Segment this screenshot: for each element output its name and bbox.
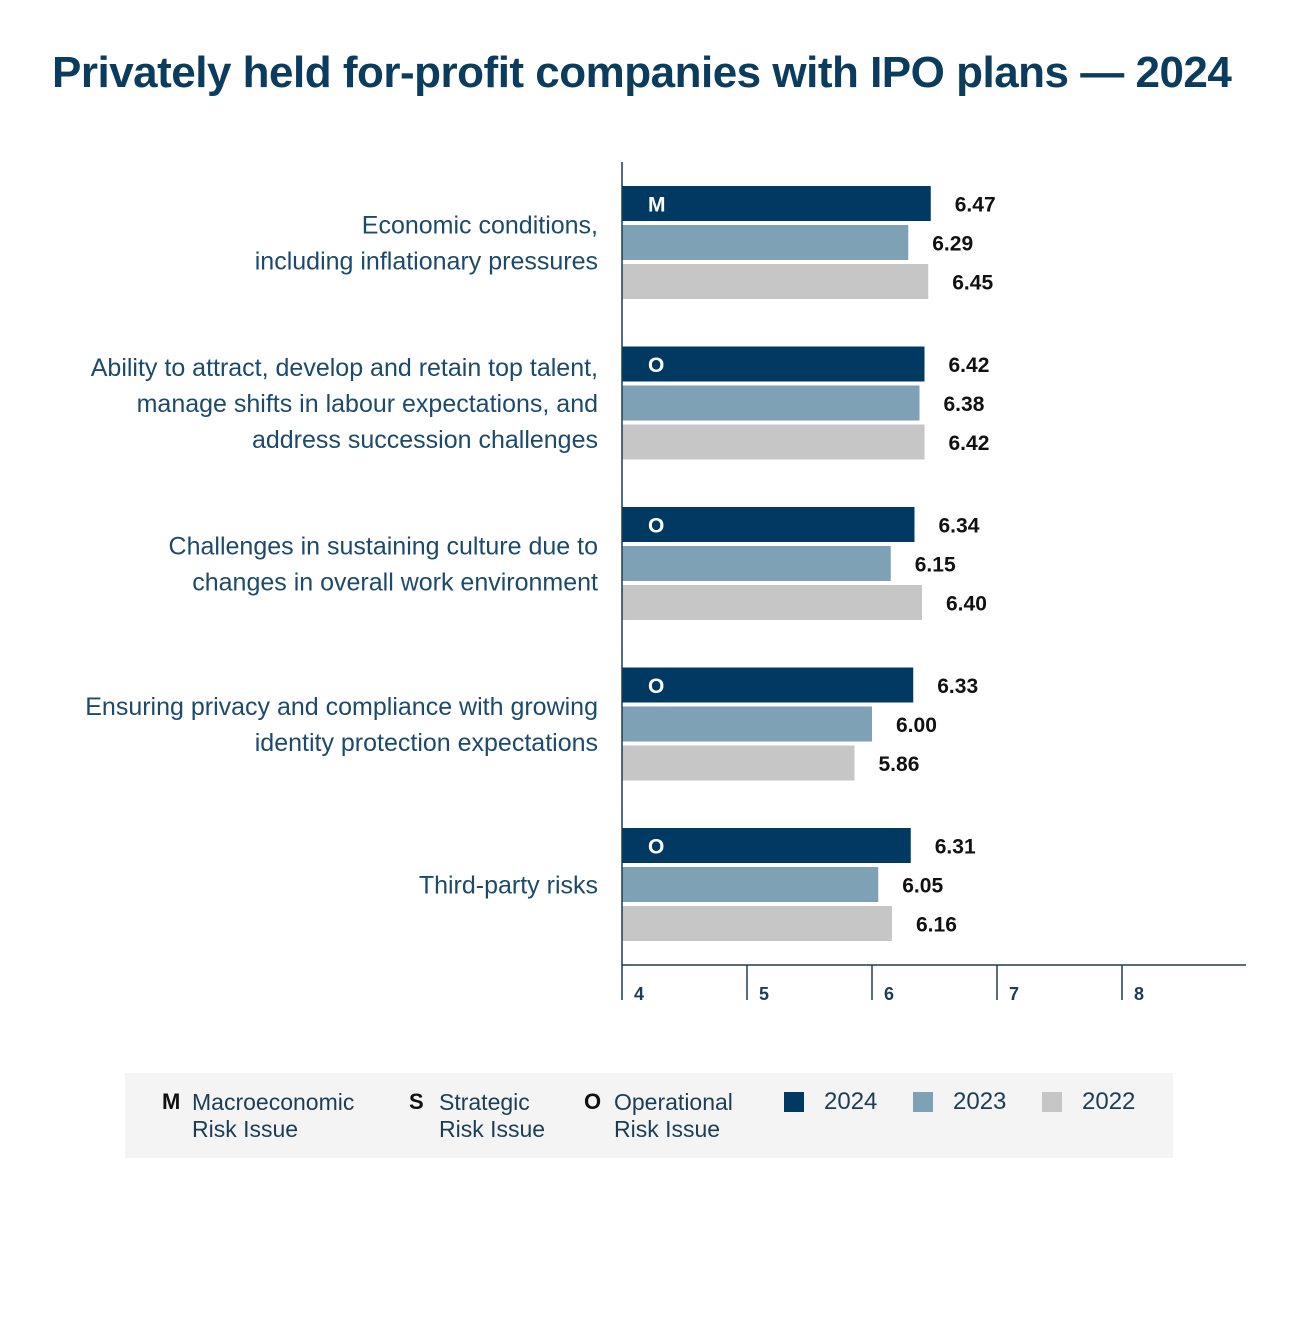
legend-item-operational: O Operational Risk Issue [584,1089,733,1143]
bar-value-label: 6.45 [952,272,993,295]
legend-item-macroeconomic: M Macroeconomic Risk Issue [162,1089,354,1143]
category-label: including inflationary pressures [255,248,598,276]
bar-value-label: 6.42 [949,432,990,455]
legend-label-line: Strategic [439,1089,530,1115]
legend-year-label: 2023 [953,1088,1007,1115]
legend-swatch-2022 [1042,1092,1062,1112]
legend-label-line: Macroeconomic [192,1089,355,1115]
bar-2024 [622,507,915,542]
legend-label-line: Risk Issue [614,1116,721,1142]
bar-2023 [622,867,879,902]
category-label: identity protection expectations [255,729,598,757]
category-label: Economic conditions, [362,212,598,240]
category-label: changes in overall work environment [192,569,598,597]
risk-code-label: O [648,675,664,698]
bar-2023 [622,385,920,421]
legend-item-2023: 2023 [913,1089,1006,1115]
legend-label-line: Operational [614,1089,733,1115]
category-label: manage shifts in labour expectations, an… [137,390,598,418]
legend-item-strategic: S Strategic Risk Issue [409,1089,545,1143]
category-label: Third-party risks [419,872,598,900]
bar-value-label: 5.86 [879,753,920,776]
legend-code-m: M [162,1089,181,1114]
legend-code-o: O [584,1089,602,1114]
chart-title: Privately held for-profit companies with… [52,48,1232,97]
bar-value-label: 6.42 [949,354,990,377]
legend-item-2022: 2022 [1042,1089,1135,1115]
bar-2024 [622,828,911,863]
risk-code-label: O [648,515,664,538]
legend-year-label: 2022 [1082,1088,1136,1115]
bar-value-label: 6.34 [939,515,980,538]
bar-value-label: 6.29 [932,233,973,256]
bar-chart: 6.47 6.29 6.45 M Economic conditions, includi… [85,162,1246,1004]
legend-swatch-2023 [913,1092,933,1112]
bar-2024 [622,186,931,221]
x-tick-label: 4 [634,984,644,1004]
bar-value-label: 6.05 [902,875,943,898]
x-tick-label: 5 [759,984,769,1004]
bar-2023 [622,706,872,742]
risk-code-label: M [648,194,666,217]
category-label: Challenges in sustaining culture due to [169,533,598,561]
category-label: Ensuring privacy and compliance with gro… [85,693,598,721]
x-tick-label: 6 [884,984,894,1004]
category-label: Ability to attract, develop and retain t… [91,354,598,382]
bar-value-label: 6.33 [937,675,978,698]
bar-2024 [622,667,914,703]
bar-2022 [622,585,922,620]
bar-2023 [622,225,909,260]
legend-label-line: Risk Issue [439,1116,546,1142]
bar-2023 [622,546,891,581]
risk-code-label: O [648,354,664,377]
legend-swatch-2024 [784,1092,804,1112]
bar-value-label: 6.15 [915,554,956,577]
legend-label-line: Risk Issue [192,1116,299,1142]
x-tick-label: 8 [1134,984,1144,1004]
bar-value-label: 6.47 [955,194,996,217]
category-label: address succession challenges [252,426,598,454]
legend-year-label: 2024 [824,1088,878,1115]
legend-code-s: S [409,1089,424,1114]
bar-2022 [622,906,892,941]
bar-value-label: 6.00 [896,714,937,737]
bar-2022 [622,424,925,460]
bar-value-label: 6.40 [946,593,987,616]
bar-value-label: 6.16 [916,914,957,937]
x-tick-label: 7 [1009,984,1019,1004]
risk-code-label: O [648,836,664,859]
legend: M Macroeconomic Risk Issue S Strategic R… [125,1073,1173,1158]
legend-item-2024: 2024 [784,1089,877,1115]
bar-2022 [622,745,855,781]
bar-2022 [622,264,929,299]
bar-2024 [622,346,925,382]
bar-value-label: 6.31 [935,836,976,859]
bar-value-label: 6.38 [944,393,985,416]
